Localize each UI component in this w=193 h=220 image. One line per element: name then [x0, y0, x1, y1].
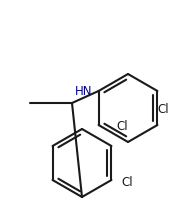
Text: HN: HN — [74, 84, 92, 97]
Text: Cl: Cl — [116, 120, 128, 133]
Text: Cl: Cl — [158, 103, 169, 116]
Text: Cl: Cl — [121, 176, 133, 189]
